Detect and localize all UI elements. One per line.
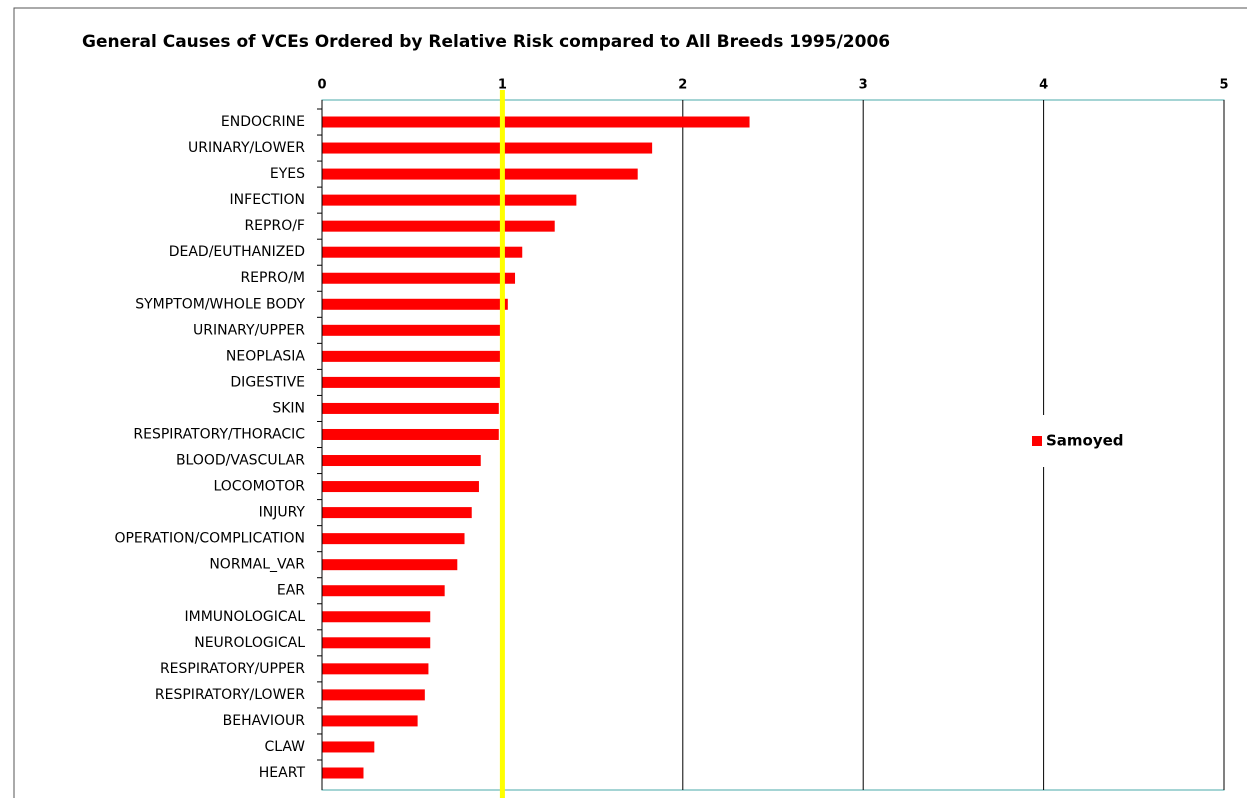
bar <box>322 376 501 388</box>
bar <box>322 168 638 180</box>
bar <box>322 637 431 649</box>
y-tick-label: LOCOMOTOR <box>213 479 305 495</box>
y-tick-label: URINARY/UPPER <box>193 322 305 338</box>
bar <box>322 507 472 519</box>
bar <box>322 559 458 571</box>
bar <box>322 481 479 493</box>
bar <box>322 455 481 467</box>
bar <box>322 220 555 232</box>
bar <box>322 194 577 206</box>
y-tick-label: NEOPLASIA <box>226 348 305 364</box>
bar <box>322 663 429 675</box>
bar <box>322 533 465 545</box>
y-tick-label: NEUROLOGICAL <box>194 635 305 651</box>
bar <box>322 298 508 310</box>
y-tick-label: INFECTION <box>230 192 305 208</box>
y-tick-label: REPRO/M <box>240 270 305 286</box>
y-tick-label: SYMPTOM/WHOLE BODY <box>135 296 305 312</box>
bar <box>322 272 516 284</box>
y-tick-label: OPERATION/COMPLICATION <box>114 531 305 547</box>
x-tick-label: 0 <box>317 78 326 93</box>
y-tick-label: HEART <box>259 765 306 781</box>
y-tick-label: INJURY <box>259 505 306 521</box>
y-tick-label: IMMUNOLOGICAL <box>185 609 306 625</box>
bar <box>322 428 499 440</box>
y-tick-label: CLAW <box>264 739 305 755</box>
bar <box>322 585 445 597</box>
y-tick-label: RESPIRATORY/THORACIC <box>133 426 305 442</box>
chart-title: General Causes of VCEs Ordered by Relati… <box>82 32 890 52</box>
legend-background <box>1026 415 1146 467</box>
x-tick-label: 4 <box>1039 78 1048 93</box>
y-tick-label: DEAD/EUTHANIZED <box>169 244 305 260</box>
x-tick-label: 5 <box>1219 78 1228 93</box>
bar <box>322 611 431 623</box>
x-tick-label: 2 <box>678 78 687 93</box>
y-tick-label: DIGESTIVE <box>230 374 305 390</box>
bar <box>322 246 523 258</box>
bar <box>322 767 364 779</box>
bar <box>322 142 653 154</box>
x-tick-label: 1 <box>498 78 507 93</box>
legend-label: Samoyed <box>1046 432 1124 450</box>
y-tick-label: ENDOCRINE <box>221 114 305 130</box>
y-tick-label: URINARY/LOWER <box>188 140 305 156</box>
y-tick-label: NORMAL_VAR <box>209 557 305 573</box>
bar <box>322 689 425 701</box>
y-tick-label: SKIN <box>272 400 305 416</box>
legend-swatch <box>1032 436 1042 446</box>
bar <box>322 350 501 362</box>
y-tick-label: REPRO/F <box>244 218 305 234</box>
bar <box>322 715 418 727</box>
bar <box>322 324 505 336</box>
x-tick-label: 3 <box>859 78 868 93</box>
y-tick-label: EAR <box>277 583 305 599</box>
bar <box>322 402 499 414</box>
y-tick-label: EYES <box>270 166 305 182</box>
y-tick-label: BLOOD/VASCULAR <box>176 453 305 469</box>
frame <box>13 7 1247 798</box>
y-tick-label: RESPIRATORY/UPPER <box>160 661 305 677</box>
y-tick-label: RESPIRATORY/LOWER <box>155 687 305 703</box>
bar <box>322 116 750 128</box>
y-tick-label: BEHAVIOUR <box>223 713 306 729</box>
bar <box>322 741 375 753</box>
